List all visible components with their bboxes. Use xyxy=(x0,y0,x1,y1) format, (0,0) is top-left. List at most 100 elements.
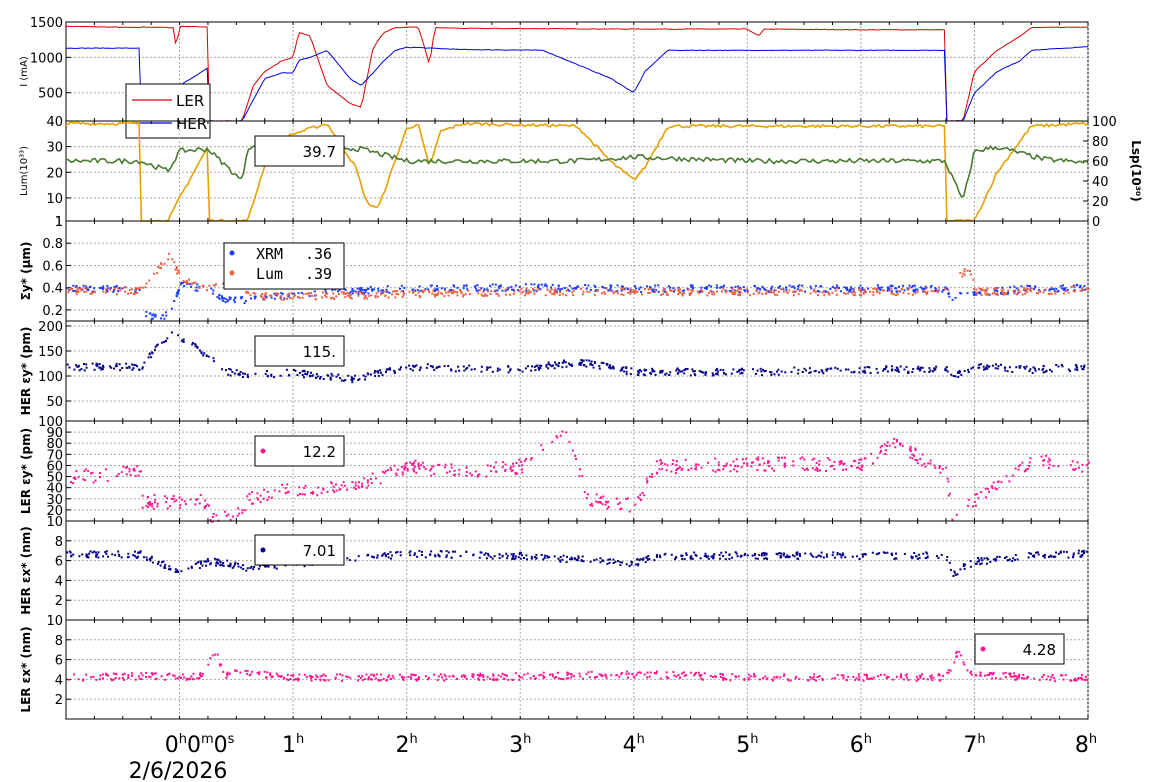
data-point xyxy=(878,292,881,294)
data-point xyxy=(741,367,744,370)
data-point xyxy=(510,553,513,556)
data-point xyxy=(655,555,658,558)
y-axis-label: Σy* (µm) xyxy=(19,242,33,301)
data-point xyxy=(594,676,597,679)
y-axis-label: LER εx* (nm) xyxy=(19,626,33,712)
data-point xyxy=(242,564,244,567)
data-point xyxy=(263,294,266,297)
data-point xyxy=(581,677,584,680)
data-point xyxy=(409,368,412,370)
data-point xyxy=(80,368,83,371)
data-point xyxy=(481,295,484,298)
data-point xyxy=(436,679,439,682)
data-point xyxy=(270,374,273,377)
data-point xyxy=(679,466,681,469)
data-point xyxy=(610,289,613,292)
data-point xyxy=(231,566,234,569)
data-point xyxy=(896,440,898,443)
data-point xyxy=(1074,467,1077,470)
data-point xyxy=(946,287,949,290)
data-point xyxy=(815,461,818,464)
data-point xyxy=(377,287,380,290)
data-point xyxy=(176,677,179,680)
data-point xyxy=(896,370,899,372)
data-point xyxy=(268,496,270,499)
data-point xyxy=(638,559,641,562)
data-point xyxy=(744,290,747,293)
data-point xyxy=(757,458,760,461)
data-point xyxy=(584,284,587,286)
data-point xyxy=(801,371,804,373)
data-point xyxy=(1083,552,1085,555)
data-point xyxy=(1048,288,1051,291)
data-point xyxy=(786,555,789,558)
data-point xyxy=(607,289,610,292)
data-point xyxy=(1081,287,1084,290)
data-point xyxy=(722,468,725,471)
data-point xyxy=(1077,552,1080,555)
data-point xyxy=(262,298,265,301)
data-point xyxy=(471,474,473,477)
data-point xyxy=(609,558,612,561)
data-point xyxy=(729,470,732,473)
data-point xyxy=(507,365,510,368)
data-point xyxy=(858,371,861,374)
data-point xyxy=(978,366,981,369)
data-point xyxy=(142,556,145,559)
data-point xyxy=(677,289,679,292)
data-point xyxy=(408,290,411,293)
data-point xyxy=(691,557,694,560)
data-point xyxy=(783,673,786,676)
data-point xyxy=(1048,466,1050,469)
data-point xyxy=(605,676,608,679)
data-point xyxy=(620,293,623,296)
data-point xyxy=(665,469,668,472)
data-point xyxy=(266,671,269,674)
data-point xyxy=(324,679,327,682)
data-point xyxy=(232,565,235,568)
data-point xyxy=(895,287,898,290)
data-point xyxy=(792,464,795,467)
data-point xyxy=(357,292,360,295)
data-point xyxy=(984,293,987,296)
data-point xyxy=(585,497,588,499)
data-point xyxy=(388,291,391,294)
data-point xyxy=(503,673,506,676)
data-point xyxy=(671,463,674,465)
data-point xyxy=(617,560,619,562)
data-point xyxy=(857,678,860,681)
data-point xyxy=(1072,552,1075,555)
data-point xyxy=(518,678,521,681)
data-point xyxy=(177,269,180,272)
data-point xyxy=(876,290,879,293)
data-point xyxy=(451,550,454,553)
data-point xyxy=(342,291,345,294)
data-point xyxy=(809,371,812,374)
data-point xyxy=(177,271,180,274)
data-point xyxy=(840,556,843,559)
data-point xyxy=(296,374,299,376)
data-point xyxy=(1050,287,1053,290)
data-point xyxy=(1004,366,1007,369)
data-point xyxy=(963,567,966,570)
data-point xyxy=(772,291,775,294)
data-point xyxy=(432,289,435,292)
data-point xyxy=(482,290,485,293)
data-point xyxy=(509,467,512,470)
data-point xyxy=(828,458,831,461)
data-point xyxy=(906,676,909,679)
data-point xyxy=(539,367,542,370)
data-point xyxy=(788,289,791,292)
data-point xyxy=(498,287,501,290)
data-point xyxy=(972,293,975,296)
data-point xyxy=(196,677,199,680)
data-point xyxy=(1072,290,1075,293)
data-point xyxy=(691,290,694,292)
data-point xyxy=(78,555,81,558)
data-point xyxy=(774,289,777,292)
data-point xyxy=(776,293,779,296)
data-point xyxy=(546,288,549,291)
data-point xyxy=(744,552,746,555)
data-point xyxy=(947,289,950,292)
data-point xyxy=(117,550,120,553)
